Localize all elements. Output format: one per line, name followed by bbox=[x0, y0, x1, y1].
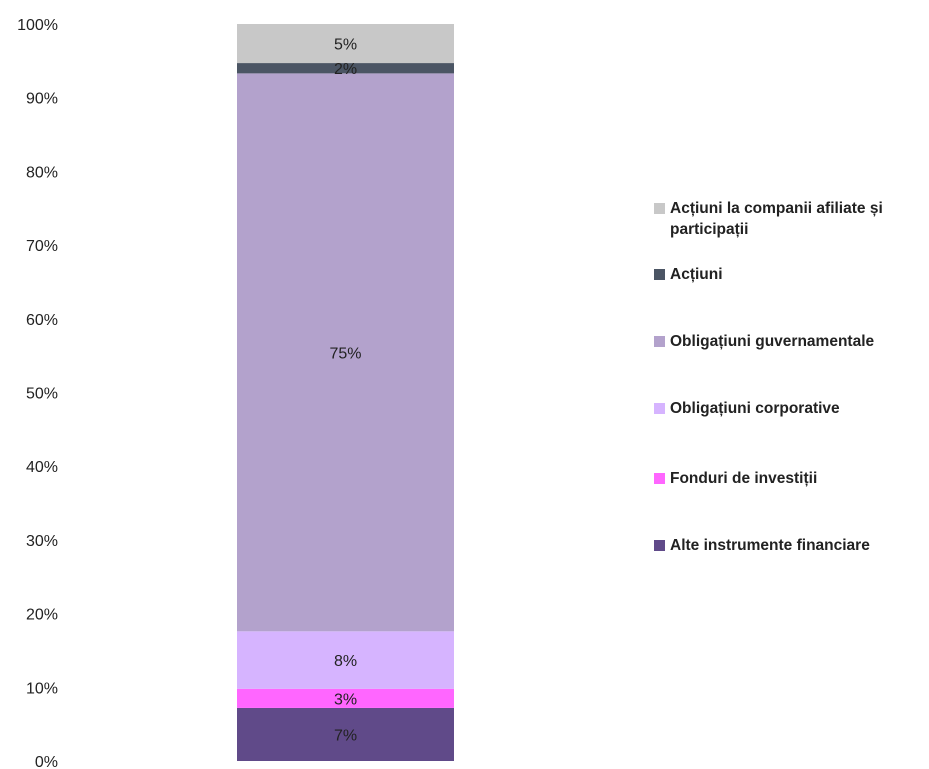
data-label: 3% bbox=[334, 691, 357, 708]
y-tick-label: 40% bbox=[26, 459, 58, 476]
legend-swatch bbox=[654, 269, 665, 280]
data-label: 2% bbox=[334, 61, 357, 78]
legend-swatch bbox=[654, 540, 665, 551]
legend-item: Alte instrumente financiare bbox=[654, 535, 925, 556]
y-tick-label: 0% bbox=[35, 754, 58, 769]
legend-label: Acțiuni la companii afiliate și particip… bbox=[670, 200, 883, 238]
legend-item: Fonduri de investiții bbox=[654, 468, 925, 489]
data-label: 7% bbox=[334, 727, 357, 744]
bar-segment bbox=[237, 631, 454, 689]
y-tick-label: 60% bbox=[26, 312, 58, 329]
y-axis: 0% 10% 20% 30% 40% 50% 60% 70% 80% 90% 100% bbox=[17, 17, 58, 769]
y-tick-label: 30% bbox=[26, 533, 58, 550]
legend-label: Obligațiuni corporative bbox=[670, 400, 840, 417]
legend-item: Acțiuni la companii afiliate și particip… bbox=[654, 198, 925, 240]
legend-swatch bbox=[654, 473, 665, 484]
bar-segment bbox=[237, 24, 454, 64]
y-tick-label: 80% bbox=[26, 164, 58, 181]
legend-swatch bbox=[654, 203, 665, 214]
bar-segment bbox=[237, 63, 454, 74]
data-label: 5% bbox=[334, 37, 357, 54]
y-tick-label: 10% bbox=[26, 680, 58, 697]
legend-label: Obligațiuni guvernamentale bbox=[670, 333, 875, 350]
legend-item: Obligațiuni guvernamentale bbox=[654, 331, 925, 352]
legend-item: Acțiuni bbox=[654, 264, 925, 285]
y-tick-label: 100% bbox=[17, 17, 58, 34]
bar-segment bbox=[237, 707, 454, 761]
legend-swatch bbox=[654, 336, 665, 347]
y-tick-label: 50% bbox=[26, 386, 58, 403]
data-label: 75% bbox=[329, 345, 361, 362]
data-labels: 7% 3% 8% 75% 2% 5% bbox=[329, 37, 361, 745]
legend-item: Obligațiuni corporative bbox=[654, 398, 925, 419]
data-label: 8% bbox=[334, 653, 357, 670]
legend-swatch bbox=[654, 403, 665, 414]
bar-stack bbox=[237, 24, 454, 761]
y-tick-label: 90% bbox=[26, 91, 58, 108]
y-tick-label: 20% bbox=[26, 607, 58, 624]
legend-label: Alte instrumente financiare bbox=[670, 537, 870, 554]
bar-segment bbox=[237, 73, 454, 632]
legend-label: Fonduri de investiții bbox=[670, 470, 818, 487]
y-tick-label: 70% bbox=[26, 238, 58, 255]
bar-segment bbox=[237, 688, 454, 708]
legend-label: Acțiuni bbox=[670, 266, 723, 283]
